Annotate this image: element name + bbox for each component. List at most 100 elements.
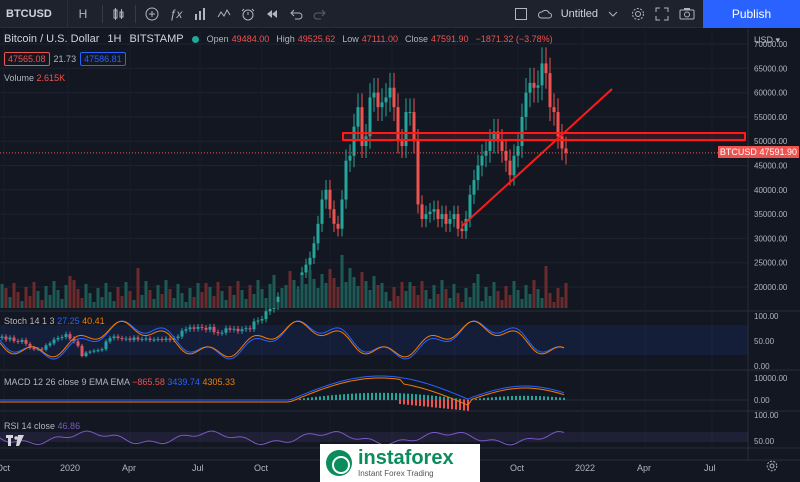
macd-histogram-bar — [415, 400, 417, 406]
volume-bar — [136, 268, 140, 308]
candle-body — [312, 243, 316, 258]
candle-body — [332, 209, 336, 224]
volume-bar — [552, 302, 556, 308]
candle-body — [420, 204, 424, 219]
volume-bar — [152, 299, 156, 308]
spread-value: 21.73 — [53, 54, 77, 64]
volume-bar — [12, 283, 16, 308]
symbol-search-button[interactable]: BTCUSD — [0, 0, 68, 28]
tradingview-logo[interactable] — [6, 435, 24, 447]
price-axis-label: 40000.00 — [754, 186, 788, 195]
candle-body — [156, 339, 160, 341]
chevron-down-icon[interactable] — [602, 0, 626, 28]
volume-bar — [392, 287, 396, 308]
volume-bar — [224, 300, 228, 308]
volume-bar — [268, 284, 272, 308]
axis-settings-icon[interactable] — [766, 460, 778, 475]
candle-body — [388, 87, 392, 98]
price-axis-label: 45000.00 — [754, 162, 788, 171]
candles-icon[interactable] — [107, 0, 131, 28]
candle-body — [324, 189, 328, 200]
candle-body — [148, 338, 152, 340]
volume-bar — [308, 270, 312, 308]
macd-histogram-bar — [431, 395, 433, 400]
volume-bar — [476, 274, 480, 308]
candle-body — [336, 223, 340, 229]
volume-bar — [264, 298, 268, 308]
fullscreen-icon[interactable] — [650, 0, 674, 28]
macd-hist-value: −865.58 — [132, 377, 165, 387]
settings-icon[interactable] — [626, 0, 650, 28]
volume-bar — [516, 290, 520, 308]
volume-bar — [128, 291, 132, 308]
candle-body — [252, 321, 256, 330]
volume-bar — [80, 298, 84, 308]
volume-bar — [228, 286, 232, 308]
volume-bar — [500, 300, 504, 308]
volume-label: Volume — [4, 73, 35, 83]
sell-button[interactable]: 47565.08 — [4, 52, 50, 66]
candle-body — [92, 350, 96, 352]
candle-body — [72, 338, 76, 342]
candle-body — [68, 334, 72, 339]
legend-interval: 1H — [107, 33, 122, 45]
buy-button[interactable]: 47586.81 — [80, 52, 126, 66]
undo-icon[interactable] — [284, 0, 308, 28]
current-price-symbol: BTCUSD — [719, 147, 757, 157]
candle-body — [512, 155, 516, 176]
macd-histogram-bar — [367, 392, 369, 400]
macd-histogram-bar — [463, 399, 465, 400]
volume-bar — [184, 302, 188, 308]
candle-body — [500, 141, 504, 151]
candle-body — [504, 150, 508, 161]
volume-bar — [16, 292, 20, 308]
volume-bar — [32, 282, 36, 308]
candle-body — [448, 218, 452, 224]
macd-histogram-bar — [383, 392, 385, 400]
watermark-tagline: Instant Forex Trading — [358, 469, 434, 478]
price-chart[interactable]: 70000.00 65000.00 60000.00 55000.00 50000.00… — [0, 29, 800, 482]
redo-icon[interactable] — [308, 0, 332, 28]
fx-icon[interactable]: ƒx — [169, 6, 183, 21]
candle-body — [132, 337, 136, 340]
open-value: 49484.00 — [231, 34, 270, 44]
resistance-zone — [342, 132, 746, 141]
compare-icon[interactable] — [212, 0, 236, 28]
volume-bar — [280, 288, 284, 308]
candle-body — [424, 214, 428, 219]
candle-body — [172, 338, 176, 340]
time-axis-label: Oct — [254, 463, 269, 473]
volume-bar — [296, 289, 300, 308]
layout-icon[interactable] — [509, 0, 533, 28]
candle-body — [24, 339, 28, 344]
macd-histogram-bar — [463, 400, 465, 411]
snapshot-icon[interactable] — [674, 0, 700, 28]
macd-histogram-bar — [515, 395, 517, 400]
stoch-d-line — [0, 320, 565, 358]
candle-body — [204, 327, 208, 330]
price-axis-label: 50000.00 — [754, 137, 788, 146]
volume-bar — [112, 301, 116, 308]
close-value: 47591.90 — [431, 34, 469, 44]
add-indicator-icon[interactable] — [140, 0, 164, 28]
price-axis-label: 35000.00 — [754, 210, 788, 219]
volume-bar — [204, 283, 208, 308]
volume-bar — [180, 293, 184, 308]
publish-button[interactable]: Publish — [703, 0, 800, 28]
volume-bar — [472, 283, 476, 308]
candle-body — [80, 345, 84, 357]
replay-icon[interactable] — [260, 0, 284, 28]
bar-chart-icon[interactable] — [188, 0, 212, 28]
chart-title[interactable]: Untitled — [560, 7, 598, 20]
candle-body — [140, 339, 144, 341]
volume-bar — [560, 297, 564, 308]
candle-body — [508, 160, 512, 176]
macd-histogram-bar — [551, 396, 553, 400]
macd-histogram-bar — [435, 395, 437, 400]
alert-icon[interactable] — [236, 0, 260, 28]
volume-bar — [548, 293, 552, 308]
candle-body — [316, 223, 320, 244]
candle-body — [308, 257, 312, 265]
currency-selector[interactable]: USD ▾ — [753, 35, 780, 45]
interval-button[interactable]: H — [78, 6, 88, 21]
